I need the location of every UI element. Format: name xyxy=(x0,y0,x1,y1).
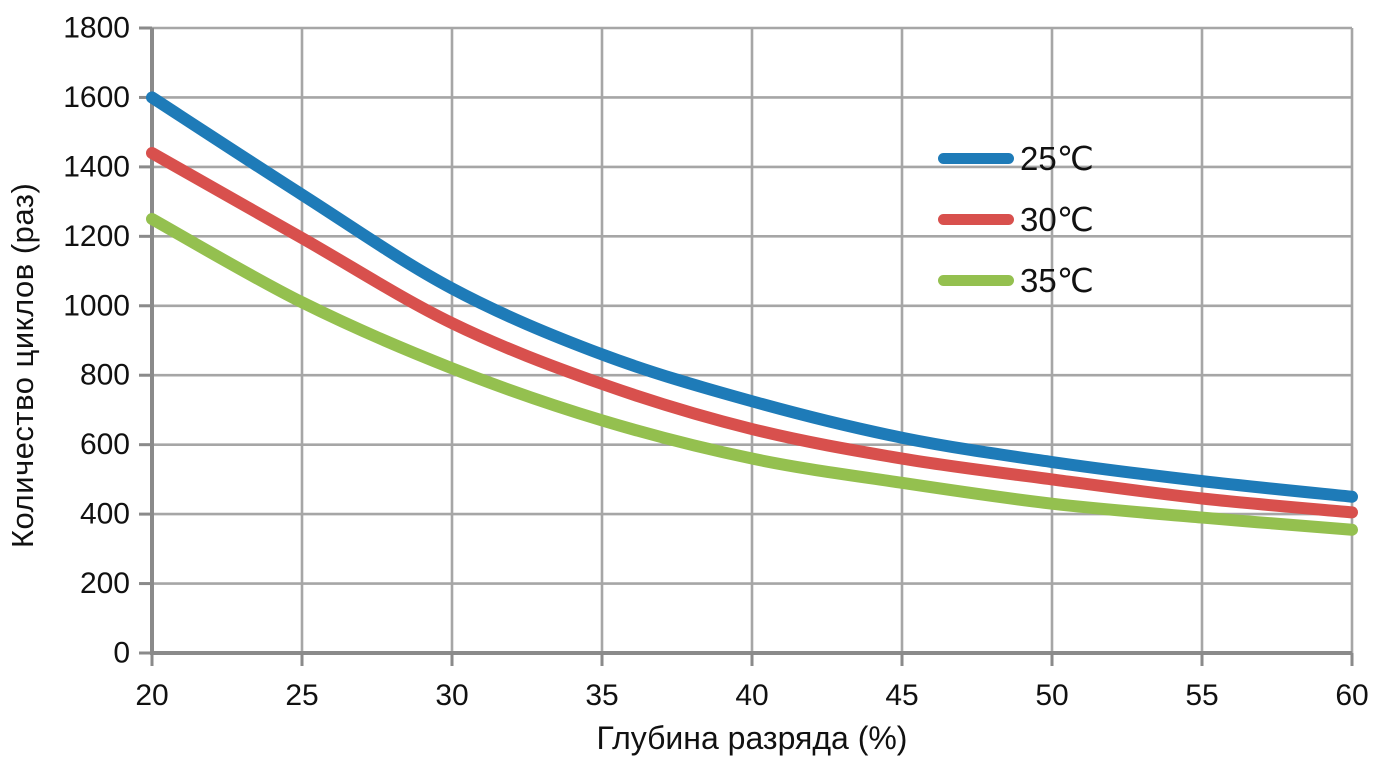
series-line-25c xyxy=(146,91,1358,503)
y-tick-label: 400 xyxy=(80,498,130,531)
legend-swatch-30c xyxy=(938,213,1014,225)
series-line-35c xyxy=(146,212,1358,536)
y-tick-label: 1200 xyxy=(63,220,130,253)
x-axis-title: Глубина разряда (%) xyxy=(596,720,908,756)
x-tick-label: 60 xyxy=(1335,679,1368,712)
y-tick-label: 200 xyxy=(80,567,130,600)
legend-item-25c: 25℃ xyxy=(938,136,1094,180)
x-tick-label: 35 xyxy=(585,679,618,712)
legend: 25℃ 30℃ 35℃ xyxy=(938,136,1094,302)
legend-label-35c: 35℃ xyxy=(1020,261,1094,299)
legend-swatch-35c xyxy=(938,274,1014,286)
x-tick-label: 25 xyxy=(285,679,318,712)
x-tick-label: 40 xyxy=(735,679,768,712)
x-tick-label: 30 xyxy=(435,679,468,712)
y-tick-label: 1400 xyxy=(63,150,130,183)
legend-label-25c: 25℃ xyxy=(1020,139,1094,177)
y-tick-label: 1600 xyxy=(63,81,130,114)
legend-item-30c: 30℃ xyxy=(938,197,1094,241)
legend-label-30c: 30℃ xyxy=(1020,200,1094,238)
legend-swatch-25c xyxy=(938,152,1014,164)
x-tick-label: 45 xyxy=(885,679,918,712)
legend-item-35c: 35℃ xyxy=(938,258,1094,302)
y-axis-title: Количество циклов (раз) xyxy=(5,182,40,548)
x-tick-label: 50 xyxy=(1035,679,1068,712)
y-tick-label: 0 xyxy=(113,637,130,670)
y-tick-label: 800 xyxy=(80,359,130,392)
y-tick-label: 1000 xyxy=(63,289,130,322)
x-tick-label: 20 xyxy=(135,679,168,712)
y-tick-label: 1800 xyxy=(63,12,130,45)
x-tick-label: 55 xyxy=(1185,679,1218,712)
series-line-30c xyxy=(146,147,1358,519)
y-tick-label: 600 xyxy=(80,428,130,461)
